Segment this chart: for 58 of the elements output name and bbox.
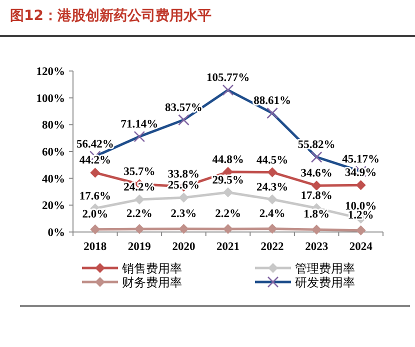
data-label: 34.6% xyxy=(300,168,332,180)
data-label: 35.7% xyxy=(124,166,156,178)
x-tick-label: 2024 xyxy=(349,241,373,253)
point xyxy=(223,224,233,234)
data-label: 44.5% xyxy=(256,154,288,166)
x-tick-label: 2022 xyxy=(260,241,284,253)
point xyxy=(223,187,233,198)
text: 2.2% xyxy=(215,208,241,220)
point xyxy=(356,180,366,190)
data-label: 45.17% xyxy=(342,153,380,166)
chart-title: 图12：港股创新药公司费用水平 xyxy=(10,7,212,24)
data-label: 56.42% xyxy=(76,138,114,150)
text: 2.0% xyxy=(82,208,108,220)
x-tick-label: 2020 xyxy=(172,241,196,253)
x-tick-label: 2018 xyxy=(84,241,107,253)
point xyxy=(134,224,144,234)
legend-label: 管理费用率 xyxy=(295,262,355,276)
legend-label: 研发费用率 xyxy=(295,276,355,290)
text: 2.3% xyxy=(170,208,197,220)
text: 2.2% xyxy=(126,208,152,220)
text: 17.8% xyxy=(300,190,332,202)
data-label: 71.14% xyxy=(120,118,158,131)
point xyxy=(90,168,100,178)
y-tick-label: 40% xyxy=(42,173,65,186)
y-tick-label: 100% xyxy=(36,92,65,105)
text: 1.8% xyxy=(304,208,330,221)
data-label: 44.8% xyxy=(212,154,244,166)
data-label: 83.57% xyxy=(165,102,202,114)
point xyxy=(312,180,322,191)
text: 1.2% xyxy=(348,209,374,222)
point xyxy=(312,224,322,235)
y-tick-label: 120% xyxy=(36,66,65,78)
data-label: 105.77% xyxy=(206,72,250,84)
x-tick-label: 2023 xyxy=(305,241,328,253)
data-label: 88.61% xyxy=(254,95,291,108)
legend-label: 财务费用率 xyxy=(122,276,182,290)
y-tick-label: 20% xyxy=(42,200,65,212)
point xyxy=(90,224,100,234)
data-label: 44.2% xyxy=(79,154,111,167)
text: 25.6% xyxy=(168,180,200,192)
text: 2.4% xyxy=(259,208,286,220)
x-tick-label: 2019 xyxy=(128,241,152,253)
x-tick-label: 2021 xyxy=(216,241,240,253)
legend-label: 销售费用率 xyxy=(121,262,182,276)
point xyxy=(178,192,189,203)
text: 29.5% xyxy=(212,174,244,186)
text: 24.3% xyxy=(256,181,288,194)
text: 17.6% xyxy=(79,190,111,202)
data-label: 33.8% xyxy=(168,168,200,181)
point xyxy=(267,194,278,204)
point xyxy=(178,224,189,234)
y-tick-label: 80% xyxy=(42,120,65,132)
y-tick-label: 0% xyxy=(48,227,65,239)
point xyxy=(356,225,366,236)
point xyxy=(267,224,278,234)
point xyxy=(267,167,278,178)
point xyxy=(134,194,144,205)
y-tick-label: 60% xyxy=(42,146,65,158)
